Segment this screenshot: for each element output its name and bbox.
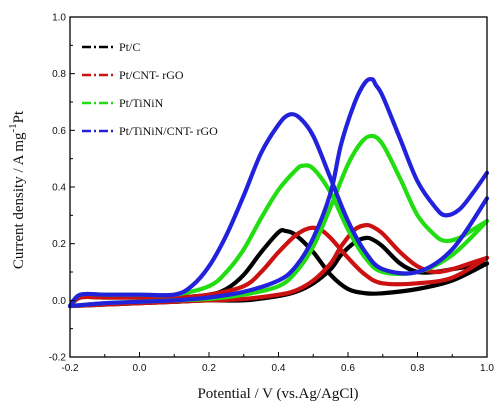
y-tick-label: -0.2 — [49, 353, 67, 364]
y-tick-label: 0.2 — [52, 239, 66, 250]
y-tick-label: 0.0 — [52, 296, 66, 307]
y-tick-label: 0.8 — [52, 69, 66, 80]
y-axis-title-main: Current density / A mg — [11, 132, 27, 269]
y-tick-label: 0.6 — [52, 126, 66, 137]
x-tick-label: 0.6 — [341, 363, 355, 374]
x-tick-label: 0.4 — [272, 363, 286, 374]
x-tick-label: 0.2 — [202, 363, 216, 374]
x-tick-label: 0.0 — [133, 363, 147, 374]
y-tick-label: 1.0 — [52, 13, 66, 24]
legend-label-pt-tinin: Pt/TiNiN — [119, 96, 164, 110]
legend-label-pt-tinin-cnt-rgo: Pt/TiNiN/CNT- rGO — [119, 124, 218, 138]
y-axis-title: Current density / A mg-1Pt — [7, 110, 27, 269]
series-pt-tinin-cnt-rgo — [67, 76, 490, 309]
x-tick-label: 1.0 — [480, 363, 494, 374]
legend-label-pt-c: Pt/C — [119, 40, 140, 54]
plot-frame — [69, 16, 488, 358]
series-pt-cnt-rgo-forward-scan — [67, 225, 490, 309]
legend-label-pt-cnt-rgo: Pt/CNT- rGO — [119, 68, 184, 82]
y-axis-title-suffix: Pt — [11, 110, 27, 123]
x-tick-label: 0.8 — [411, 363, 425, 374]
series-pt-tinin-cnt-rgo-forward-scan — [67, 112, 490, 309]
legend: Pt/C Pt/CNT- rGO Pt/TiNiN Pt/TiNiN/CNT- rGO — [82, 40, 218, 138]
series-pt-tinin-cnt-rgo-reverse-scan — [67, 76, 490, 309]
y-axis-title-superscript: -1 — [7, 123, 19, 132]
x-axis-title: Potential / V (vs.Ag/AgCl) — [197, 386, 358, 402]
x-tick-label: -0.2 — [61, 363, 79, 374]
plot-area — [67, 76, 490, 309]
y-axis: -0.2 0.0 0.2 0.4 0.6 0.8 1.0 — [49, 13, 75, 364]
y-tick-label: 0.4 — [52, 183, 66, 194]
